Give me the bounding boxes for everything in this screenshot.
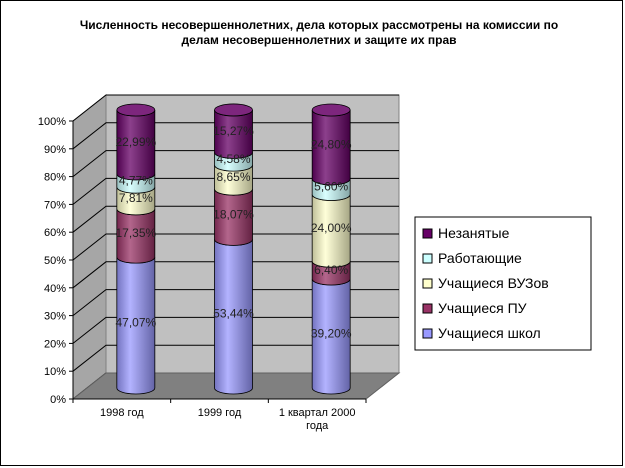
y-tick-label: 60% (44, 227, 66, 239)
data-label: 53,44% (213, 307, 254, 321)
grid-line (72, 261, 399, 289)
bar-top-cap (214, 103, 253, 117)
y-axis-ticks: 0% 10% 20% 30% 40% 50% 60% 70% 80% 90% 100% (38, 116, 73, 406)
legend-label: Незанятые (438, 225, 510, 241)
legend-label: Учащиеся ПУ (438, 300, 527, 316)
legend-item: Учащиеся школ (422, 325, 541, 341)
data-label: 47,07% (115, 316, 156, 330)
grid-line (72, 122, 399, 150)
legend-box (414, 216, 592, 351)
x-category-label: 1999 год (198, 407, 242, 419)
y-tick-label: 70% (44, 199, 66, 211)
legend-item: Незанятые (422, 225, 510, 241)
chart-title: Численность несовершеннолетних, дела кот… (80, 18, 558, 47)
data-label: 24,00% (311, 221, 352, 235)
grid-line (72, 344, 399, 372)
data-label: 17,35% (115, 226, 156, 240)
grid-line (72, 150, 399, 177)
legend: Незанятые Работающие Учащиеся ВУЗов Учащиес… (414, 216, 592, 351)
bar-stack: 53,44% 18,07% 8,65% 4,58% 15,27% (213, 103, 254, 395)
y-tick-label: 20% (44, 338, 66, 350)
bar-top-cap (116, 103, 156, 117)
data-label: 24,80% (311, 137, 352, 151)
legend-item: Учащиеся ВУЗов (422, 275, 549, 291)
legend-swatch (422, 278, 433, 289)
y-tick-label: 40% (44, 283, 66, 295)
chart-title-line: Численность несовершеннолетних, дела кот… (80, 18, 558, 32)
chart-title-line: делам несовершеннолетних и защите их пра… (181, 33, 456, 47)
bars: 47,07% 17,35% 7,81% 4,77% 22,99% 53,44% 18,07%… (115, 103, 352, 395)
y-tick-label: 10% (44, 366, 66, 378)
data-label: 7,81% (119, 191, 153, 205)
grid-line (72, 233, 399, 261)
data-label: 5,60% (314, 180, 348, 194)
legend-swatch (422, 253, 433, 264)
bar-stack: 47,07% 17,35% 7,81% 4,77% 22,99% (115, 103, 157, 395)
data-label: 18,07% (213, 207, 254, 221)
legend-item: Работающие (422, 250, 522, 266)
grid-line (72, 289, 399, 316)
bar-top-cap (311, 103, 351, 117)
data-label: 22,99% (115, 135, 156, 149)
y-tick-label: 100% (38, 116, 66, 128)
bar-stack: 39,20% 6,40% 24,00% 5,60% 24,80% (311, 103, 352, 395)
x-category-label: 1 квартал 2000 (279, 407, 356, 419)
grid-line (72, 94, 399, 122)
legend-label: Учащиеся школ (438, 325, 541, 341)
y-tick-label: 0% (50, 394, 66, 406)
data-label: 39,20% (311, 326, 352, 340)
grid-line (72, 177, 399, 205)
legend-swatch (422, 228, 433, 239)
y-tick-label: 30% (44, 311, 66, 323)
legend-swatch (422, 303, 433, 314)
legend-label: Работающие (438, 250, 522, 266)
legend-item: Учащиеся ПУ (422, 300, 527, 316)
legend-swatch (422, 328, 433, 339)
grid-line (72, 316, 399, 344)
legend-label: Учащиеся ВУЗов (438, 275, 549, 291)
grid-line (72, 205, 399, 233)
data-label: 4,58% (216, 152, 250, 166)
y-tick-label: 80% (44, 172, 66, 184)
y-tick-label: 90% (44, 144, 66, 156)
data-label: 4,77% (119, 174, 153, 188)
x-category-label: года (306, 420, 329, 432)
y-tick-label: 50% (44, 255, 66, 267)
data-label: 15,27% (213, 124, 254, 138)
data-label: 6,40% (314, 263, 348, 277)
data-label: 8,65% (216, 170, 250, 184)
x-category-label: 1998 год (100, 407, 144, 419)
